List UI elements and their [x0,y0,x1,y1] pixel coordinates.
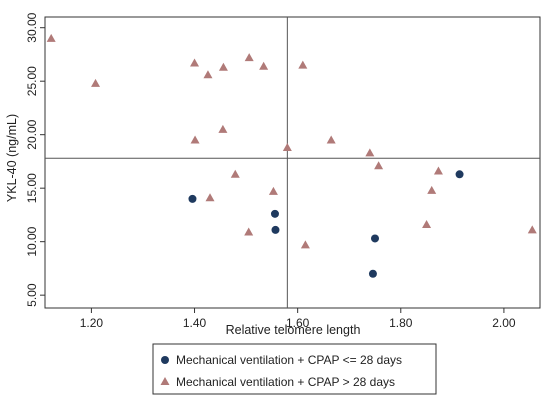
data-point-triangle [230,169,240,178]
data-point-triangle [91,78,101,87]
data-point-triangle [218,62,228,71]
y-axis-title: YKL-40 (ng/mL) [5,114,19,202]
y-tick-label: 10.00 [25,226,39,256]
y-tick-label: 15.00 [25,173,39,203]
data-point-triangle [205,193,215,202]
data-point-triangle [244,227,254,236]
data-point-circle [455,170,464,179]
data-point-triangle [190,58,200,67]
x-tick-label: 1.20 [80,316,104,330]
x-tick-label: 1.60 [286,316,310,330]
data-point-circle [270,209,279,218]
data-point-triangle [300,240,310,249]
data-point-circle [271,225,280,234]
data-point-triangle [326,135,336,144]
data-point-triangle [268,186,278,195]
data-point-triangle [298,60,308,69]
data-point-triangle [259,61,269,70]
legend-box [152,343,437,395]
legend-marker-triangle [160,377,170,385]
data-point-triangle [374,161,384,170]
legend-label-series-2: Mechanical ventilation + CPAP > 28 days [176,375,395,389]
data-point-triangle [218,124,228,133]
x-axis-title: Relative telomere length [226,323,361,337]
data-point-circle [368,269,377,278]
x-tick-label: 1.80 [389,316,413,330]
plot-frame [44,16,541,309]
data-point-triangle [365,148,375,157]
data-point-circle [371,234,379,243]
data-point-triangle [433,166,443,175]
legend-label-series-1: Mechanical ventilation + CPAP <= 28 days [176,353,402,367]
data-point-triangle [422,220,432,229]
x-tick-label: 1.40 [183,316,207,330]
y-tick-label: 25.00 [25,66,39,96]
data-point-triangle [203,70,213,79]
data-point-triangle [282,143,292,152]
data-point-triangle [190,135,200,144]
data-point-circle [188,194,197,203]
data-point-triangle [46,33,56,42]
legend-marker-circle [161,356,169,364]
y-tick-label: 30.00 [25,12,39,42]
legend: Mechanical ventilation + CPAP <= 28 days… [152,343,437,395]
data-point-triangle [527,225,537,234]
data-point-triangle [244,53,254,62]
data-point-triangle [427,185,437,194]
x-tick-label: 2.00 [492,316,516,330]
y-tick-label: 5.00 [25,283,39,307]
y-tick-label: 20.00 [25,119,39,149]
